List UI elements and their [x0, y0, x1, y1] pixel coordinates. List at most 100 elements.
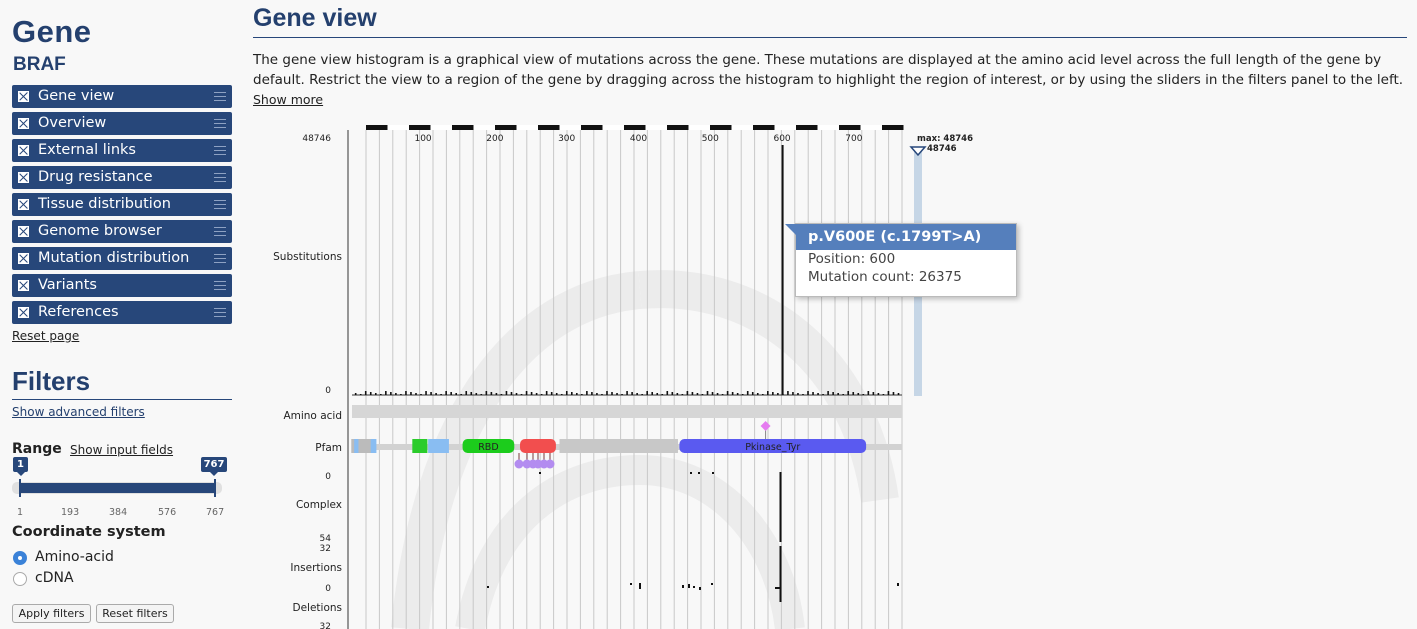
sidebar-item-references[interactable]: References [12, 301, 232, 324]
substitution-bar [465, 391, 468, 395]
range-tick: 384 [109, 507, 128, 518]
substitution-bar [792, 392, 794, 395]
ruler-segment [796, 125, 818, 130]
show-input-fields-link[interactable]: Show input fields [70, 443, 174, 457]
sidebar-item-mutation-distribution[interactable]: Mutation distribution [12, 247, 232, 270]
indel-bar [639, 583, 641, 589]
ruler-segment [753, 125, 775, 130]
drag-handle-icon[interactable] [214, 254, 226, 263]
sidebar-item-label: Overview [38, 115, 107, 131]
ruler-segment [495, 125, 517, 130]
max-marker-triangle-icon[interactable] [909, 146, 927, 157]
substitution-bar [560, 394, 563, 395]
substitution-bar [892, 392, 895, 395]
substitution-bar [510, 392, 513, 395]
close-icon[interactable] [18, 226, 29, 237]
track-label: Deletions [292, 602, 342, 614]
substitution-bar [827, 391, 829, 395]
close-icon[interactable] [18, 307, 29, 318]
substitution-bar [495, 393, 498, 395]
close-icon[interactable] [18, 91, 29, 102]
substitution-bar [736, 393, 739, 395]
substitution-bar [882, 394, 885, 395]
substitution-bar [812, 392, 814, 395]
substitution-bar [369, 392, 372, 395]
show-more-link[interactable]: Show more [253, 92, 324, 107]
substitution-bar [354, 393, 357, 395]
pfam-marker-diamond[interactable] [760, 421, 771, 431]
range-slider-max-handle[interactable] [214, 479, 216, 497]
ruler-segment [667, 125, 689, 130]
reset-page-link[interactable]: Reset page [12, 329, 80, 343]
radio-button[interactable] [13, 572, 27, 586]
drag-handle-icon[interactable] [214, 281, 226, 290]
substitution-bar [420, 394, 422, 395]
indel-bar [630, 583, 632, 585]
pfam-domain[interactable] [462, 439, 515, 453]
substitution-bar [751, 392, 754, 395]
lollipop-head[interactable] [514, 459, 524, 469]
x-tick-label: 300 [558, 134, 575, 144]
y-tick-label: 32 [320, 544, 331, 554]
title-divider [253, 37, 1407, 38]
drag-handle-icon[interactable] [214, 92, 226, 101]
close-icon[interactable] [18, 280, 29, 291]
close-icon[interactable] [18, 199, 29, 210]
substitution-bar [390, 392, 392, 395]
range-tick: 193 [61, 507, 80, 518]
pfam-domain[interactable] [679, 439, 867, 453]
y-tick-label: 32 [320, 622, 331, 629]
max-marker-value: 48746 [927, 144, 957, 154]
drag-handle-icon[interactable] [214, 227, 226, 236]
ruler-segment [624, 125, 646, 130]
close-icon[interactable] [18, 145, 29, 156]
sidebar-item-variants[interactable]: Variants [12, 274, 232, 297]
substitution-peak-bar[interactable] [781, 145, 784, 395]
apply-filters-button[interactable]: Apply filters [12, 604, 91, 623]
drag-handle-icon[interactable] [214, 308, 226, 317]
ruler-segment [538, 125, 560, 130]
sidebar-item-drug-resistance[interactable]: Drug resistance [12, 166, 232, 189]
substitution-bar [581, 394, 583, 395]
substitution-bar [842, 394, 845, 395]
pfam-segment [370, 439, 377, 453]
sidebar-item-overview[interactable]: Overview [12, 112, 232, 135]
radio-button-checked[interactable] [13, 551, 27, 565]
substitution-bar [520, 394, 523, 395]
drag-handle-icon[interactable] [214, 119, 226, 128]
drag-handle-icon[interactable] [214, 200, 226, 209]
filters-divider [12, 399, 232, 400]
substitution-bar [756, 393, 759, 395]
substitution-bar [596, 393, 598, 395]
close-icon[interactable] [18, 253, 29, 264]
drag-handle-icon[interactable] [214, 173, 226, 182]
amino-acid-track [352, 405, 902, 418]
ruler-segment [430, 125, 452, 130]
filters-title: Filters [12, 366, 91, 396]
substitution-bar [661, 394, 664, 395]
y-tick-label: 0 [325, 386, 331, 396]
substitution-bar [651, 392, 654, 395]
sidebar-item-external-links[interactable]: External links [12, 139, 232, 162]
close-icon[interactable] [18, 118, 29, 129]
pfam-domain[interactable] [520, 439, 556, 453]
track-label: Insertions [290, 562, 342, 574]
lollipop-head[interactable] [545, 459, 555, 469]
close-icon[interactable] [18, 172, 29, 183]
substitution-bar [686, 391, 689, 395]
drag-handle-icon[interactable] [214, 146, 226, 155]
track-label: Amino acid [283, 410, 342, 422]
reset-filters-button[interactable]: Reset filters [96, 604, 174, 623]
substitution-bar [475, 393, 478, 395]
sidebar-item-genome-browser[interactable]: Genome browser [12, 220, 232, 243]
substitution-bar [505, 391, 508, 395]
ruler-segment [366, 125, 388, 130]
sidebar-item-tissue-distribution[interactable]: Tissue distribution [12, 193, 232, 216]
substitution-bar [656, 393, 659, 395]
substitution-bar [616, 393, 618, 395]
range-slider-min-handle[interactable] [19, 479, 21, 497]
substitution-bar [696, 393, 699, 395]
show-advanced-filters-link[interactable]: Show advanced filters [12, 405, 145, 419]
sidebar-item-gene-view[interactable]: Gene view [12, 85, 232, 108]
